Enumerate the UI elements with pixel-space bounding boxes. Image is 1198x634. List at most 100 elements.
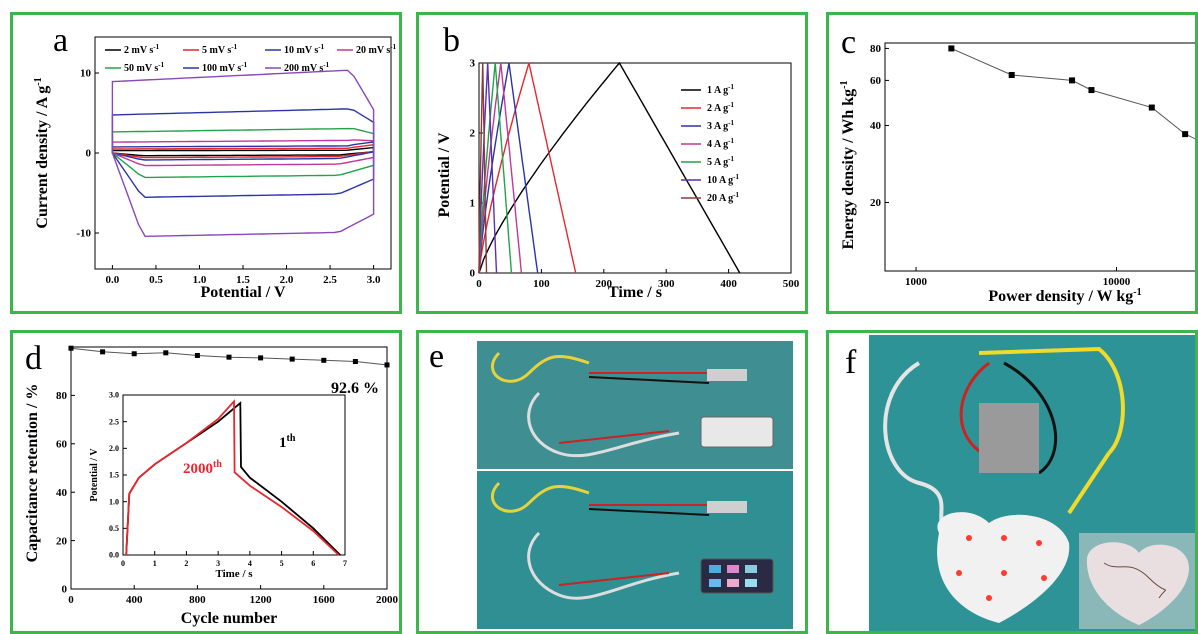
- y-axis-label: Energy density / Wh kg-1: [839, 81, 857, 250]
- data-point: [68, 345, 74, 351]
- gcd-series-line: [478, 62, 539, 274]
- y-tick-label: 2: [470, 128, 476, 140]
- wire: [491, 481, 590, 513]
- wire: [883, 361, 951, 535]
- panel-a: a 0.0 0.5 1.0 1.5 2.0 2.5 3.0 -10 0 10 2 mV s-1 5 …: [10, 12, 402, 314]
- data-point: [163, 350, 169, 356]
- y-tick-label: 2.0: [109, 444, 119, 453]
- x-tick-label: 400: [720, 278, 737, 290]
- y-tick-label: 40: [870, 120, 882, 132]
- panel-label: b: [443, 22, 460, 59]
- y-tick-label: 3: [470, 58, 476, 70]
- y-tick-label: 60: [56, 438, 68, 450]
- cv-series-line: [111, 69, 375, 238]
- led-light: [1041, 575, 1047, 581]
- inset-x-label: Time / s: [215, 568, 253, 580]
- ragone-chart: c 1000 10000 20 40 60 80 Power density / W kg…: [839, 24, 1195, 305]
- x-tick-label: 3.0: [367, 274, 381, 286]
- wire: [588, 508, 710, 516]
- x-tick-label: 2.0: [280, 274, 294, 286]
- panel-label: a: [53, 22, 68, 59]
- legend-entry: 100 mV s-1: [202, 61, 248, 74]
- panel-b: b 0 100 200 300 400 500 0 1 2 3 1 A g-1 2 A g-1 3 A…: [416, 12, 808, 314]
- clip: [707, 369, 747, 381]
- panel-label: d: [25, 340, 42, 377]
- screen-icon: [727, 565, 739, 573]
- y-tick-label: 1: [470, 198, 476, 210]
- data-point: [352, 359, 358, 365]
- display-device-lit: [700, 558, 774, 594]
- x-axis-label: Cycle number: [181, 610, 277, 627]
- x-tick-label: 400: [126, 594, 143, 606]
- data-point: [948, 45, 955, 52]
- legend-entry: 20 mV s-1: [356, 43, 397, 56]
- data-point: [1069, 77, 1076, 84]
- x-axis-label: Power density / W kg-1: [988, 287, 1141, 305]
- x-tick-label: 2: [184, 559, 188, 568]
- legend-entry: 200 mV s-1: [284, 61, 330, 74]
- legend-entry: 4 A g-1: [707, 137, 734, 150]
- legend-entry: 20 A g-1: [707, 191, 739, 204]
- x-tick-label: 0: [476, 278, 482, 290]
- y-tick-label: 1.0: [109, 497, 119, 506]
- x-tick-label: 300: [658, 278, 675, 290]
- y-tick-label: 20: [56, 535, 68, 547]
- wire: [558, 430, 670, 444]
- panel-label: c: [841, 24, 856, 61]
- y-axis-label: Current density / A g-1: [33, 77, 51, 228]
- ragone-line: [951, 47, 1195, 140]
- legend-entry: 50 mV s-1: [124, 61, 165, 74]
- x-tick-label: 5: [280, 559, 284, 568]
- y-tick-label: 10: [80, 68, 92, 80]
- legend-entry: 2 mV s-1: [124, 43, 160, 56]
- legend-entry: 3 A g-1: [707, 119, 734, 132]
- wire: [558, 572, 670, 586]
- y-tick-label: -10: [76, 228, 91, 240]
- annotation-retention: 92.6 %: [331, 380, 379, 397]
- cv-series-line: [111, 139, 375, 167]
- x-tick-label: 200: [596, 278, 613, 290]
- data-point: [194, 352, 200, 358]
- screen-icon: [709, 579, 721, 587]
- data-point: [258, 355, 264, 361]
- data-point: [100, 349, 106, 355]
- plot-frame: [478, 62, 792, 274]
- led-light: [1036, 540, 1042, 546]
- y-tick-label: 1.5: [109, 471, 119, 480]
- wire: [1067, 451, 1111, 515]
- y-tick-label: 20: [870, 197, 882, 209]
- panel-f: f: [826, 330, 1198, 634]
- wire: [588, 376, 710, 384]
- cv-series-line: [111, 108, 375, 199]
- x-axis-label: Potential / V: [200, 284, 285, 301]
- panel-e: e: [416, 330, 808, 634]
- cv-chart: a 0.0 0.5 1.0 1.5 2.0 2.5 3.0 -10 0 10 2 mV s-1 5 …: [33, 22, 397, 301]
- photo-top: [477, 341, 793, 469]
- gcd-series-line: [478, 62, 523, 274]
- gcd-chart: b 0 100 200 300 400 500 0 1 2 3 1 A g-1 2 A g-1 3 A…: [436, 22, 800, 301]
- gcd-series-line: [478, 62, 577, 274]
- x-tick-label: 1200: [250, 594, 273, 606]
- panel-c: c 1000 10000 20 40 60 80 Power density / W kg…: [826, 12, 1198, 314]
- plot-frame: [884, 42, 1195, 272]
- led-light: [986, 595, 992, 601]
- data-point: [1008, 71, 1015, 78]
- cv-series-line: [111, 127, 375, 179]
- x-tick-label: 1: [153, 559, 157, 568]
- device-photo: e: [429, 338, 793, 629]
- data-point: [226, 354, 232, 360]
- gcd-series-line: [478, 62, 488, 274]
- y-tick-label: 0.0: [109, 551, 119, 560]
- x-axis-label: Time / s: [608, 284, 662, 301]
- legend-entry: 1 A g-1: [707, 83, 734, 96]
- gcd-series-line: [478, 62, 498, 274]
- y-tick-label: 0: [470, 268, 476, 280]
- screen-icon: [745, 565, 757, 573]
- y-axis-label: Potential / V: [436, 132, 453, 217]
- data-point: [1088, 87, 1095, 94]
- y-tick-label: 0: [62, 584, 68, 596]
- x-tick-label: 1600: [313, 594, 336, 606]
- display-device: [700, 416, 774, 448]
- y-tick-label: 0: [86, 148, 92, 160]
- led-light: [1001, 535, 1007, 541]
